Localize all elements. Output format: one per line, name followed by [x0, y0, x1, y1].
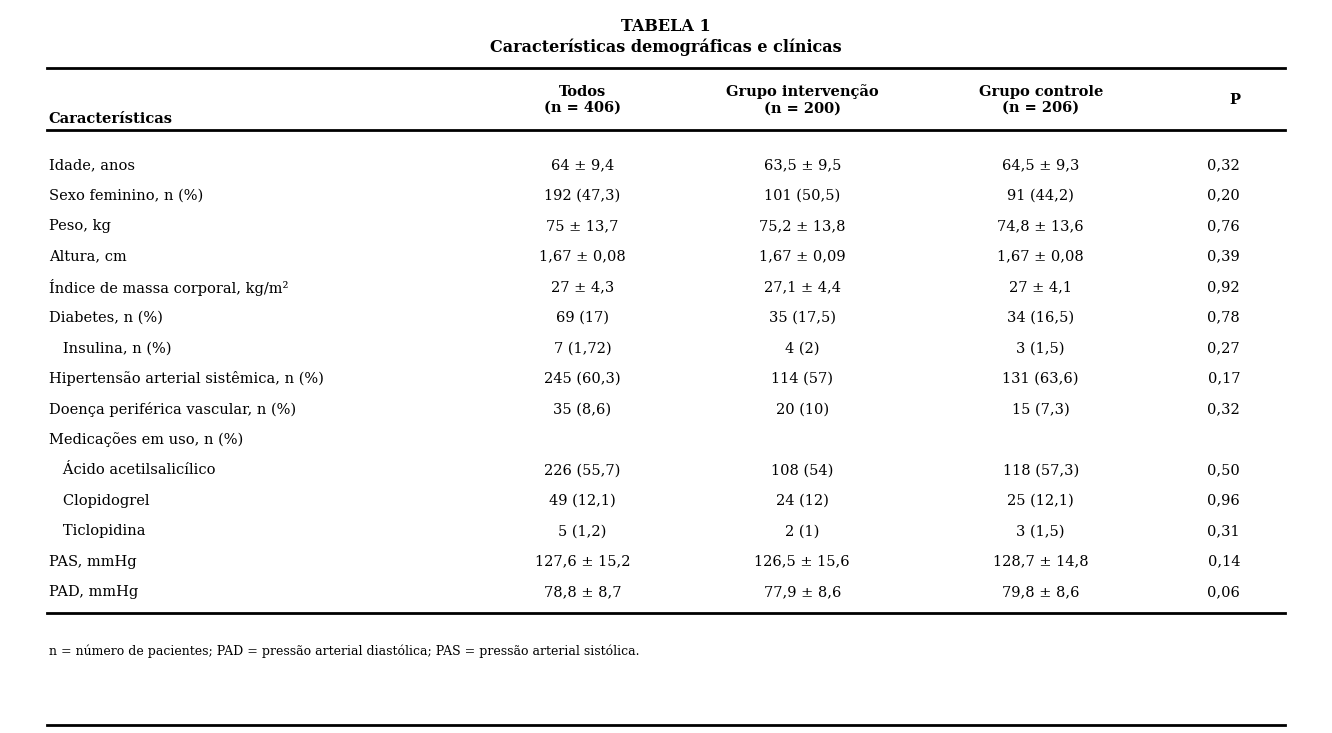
- Text: 27 ± 4,3: 27 ± 4,3: [550, 280, 614, 294]
- Text: 226 (55,7): 226 (55,7): [545, 463, 621, 477]
- Text: Peso, kg: Peso, kg: [49, 219, 111, 233]
- Text: Doença periférica vascular, n (%): Doença periférica vascular, n (%): [49, 402, 296, 417]
- Text: P: P: [1229, 93, 1240, 107]
- Text: 7 (1,72): 7 (1,72): [554, 342, 611, 356]
- Text: 1,67 ± 0,08: 1,67 ± 0,08: [998, 250, 1084, 264]
- Text: Hipertensão arterial sistêmica, n (%): Hipertensão arterial sistêmica, n (%): [49, 371, 324, 386]
- Text: 77,9 ± 8,6: 77,9 ± 8,6: [763, 585, 840, 600]
- Text: 114 (57): 114 (57): [771, 372, 834, 386]
- Text: 2 (1): 2 (1): [785, 524, 819, 538]
- Text: Clopidogrel: Clopidogrel: [49, 494, 149, 508]
- Text: 0,20: 0,20: [1207, 189, 1240, 203]
- Text: 5 (1,2): 5 (1,2): [558, 524, 606, 538]
- Text: 3 (1,5): 3 (1,5): [1016, 524, 1066, 538]
- Text: Índice de massa corporal, kg/m²: Índice de massa corporal, kg/m²: [49, 279, 288, 295]
- Text: 108 (54): 108 (54): [771, 463, 834, 477]
- Text: 0,78: 0,78: [1207, 311, 1240, 325]
- Text: Ácido acetilsalicílico: Ácido acetilsalicílico: [49, 463, 216, 477]
- Text: 1,67 ± 0,08: 1,67 ± 0,08: [539, 250, 626, 264]
- Text: 0,14: 0,14: [1208, 555, 1240, 569]
- Text: 0,50: 0,50: [1207, 463, 1240, 477]
- Text: 0,06: 0,06: [1207, 585, 1240, 600]
- Text: 0,17: 0,17: [1208, 372, 1240, 386]
- Text: n = número de pacientes; PAD = pressão arterial diastólica; PAS = pressão arteri: n = número de pacientes; PAD = pressão a…: [49, 645, 639, 658]
- Text: 0,31: 0,31: [1207, 524, 1240, 538]
- Text: Sexo feminino, n (%): Sexo feminino, n (%): [49, 189, 202, 203]
- Text: 63,5 ± 9,5: 63,5 ± 9,5: [763, 158, 840, 172]
- Text: 20 (10): 20 (10): [775, 402, 829, 416]
- Text: 127,6 ± 15,2: 127,6 ± 15,2: [534, 555, 630, 569]
- Text: 0,32: 0,32: [1207, 158, 1240, 172]
- Text: Todos
(n = 406): Todos (n = 406): [543, 85, 621, 115]
- Text: 27 ± 4,1: 27 ± 4,1: [1010, 280, 1072, 294]
- Text: Insulina, n (%): Insulina, n (%): [49, 342, 170, 356]
- Text: 27,1 ± 4,4: 27,1 ± 4,4: [763, 280, 840, 294]
- Text: Grupo controle
(n = 206): Grupo controle (n = 206): [979, 85, 1103, 115]
- Text: 69 (17): 69 (17): [555, 311, 609, 325]
- Text: 118 (57,3): 118 (57,3): [1003, 463, 1079, 477]
- Text: 245 (60,3): 245 (60,3): [543, 372, 621, 386]
- Text: 35 (17,5): 35 (17,5): [769, 311, 835, 325]
- Text: Medicações em uso, n (%): Medicações em uso, n (%): [49, 432, 242, 447]
- Text: 75,2 ± 13,8: 75,2 ± 13,8: [759, 219, 846, 233]
- Text: 0,32: 0,32: [1207, 402, 1240, 416]
- Text: Características demográficas e clínicas: Características demográficas e clínicas: [490, 38, 842, 56]
- Text: PAS, mmHg: PAS, mmHg: [49, 555, 136, 569]
- Text: 1,67 ± 0,09: 1,67 ± 0,09: [759, 250, 846, 264]
- Text: 4 (2): 4 (2): [785, 342, 819, 356]
- Text: 126,5 ± 15,6: 126,5 ± 15,6: [754, 555, 850, 569]
- Text: 128,7 ± 14,8: 128,7 ± 14,8: [992, 555, 1088, 569]
- Text: Diabetes, n (%): Diabetes, n (%): [49, 311, 163, 325]
- Text: 0,27: 0,27: [1207, 342, 1240, 356]
- Text: 0,92: 0,92: [1207, 280, 1240, 294]
- Text: TABELA 1: TABELA 1: [621, 18, 711, 35]
- Text: 91 (44,2): 91 (44,2): [1007, 189, 1074, 203]
- Text: 78,8 ± 8,7: 78,8 ± 8,7: [543, 585, 621, 600]
- Text: Grupo intervenção
(n = 200): Grupo intervenção (n = 200): [726, 84, 879, 116]
- Text: PAD, mmHg: PAD, mmHg: [49, 585, 139, 600]
- Text: 24 (12): 24 (12): [775, 494, 829, 508]
- Text: 0,76: 0,76: [1207, 219, 1240, 233]
- Text: Idade, anos: Idade, anos: [49, 158, 135, 172]
- Text: 3 (1,5): 3 (1,5): [1016, 342, 1066, 356]
- Text: Ticlopidina: Ticlopidina: [49, 524, 145, 538]
- Text: 79,8 ± 8,6: 79,8 ± 8,6: [1002, 585, 1079, 600]
- Text: 64 ± 9,4: 64 ± 9,4: [550, 158, 614, 172]
- Text: Altura, cm: Altura, cm: [49, 250, 127, 264]
- Text: 192 (47,3): 192 (47,3): [545, 189, 621, 203]
- Text: 74,8 ± 13,6: 74,8 ± 13,6: [998, 219, 1084, 233]
- Text: 0,96: 0,96: [1207, 494, 1240, 508]
- Text: Características: Características: [49, 112, 173, 126]
- Text: 49 (12,1): 49 (12,1): [549, 494, 615, 508]
- Text: 75 ± 13,7: 75 ± 13,7: [546, 219, 618, 233]
- Text: 64,5 ± 9,3: 64,5 ± 9,3: [1002, 158, 1079, 172]
- Text: 34 (16,5): 34 (16,5): [1007, 311, 1075, 325]
- Text: 131 (63,6): 131 (63,6): [1003, 372, 1079, 386]
- Text: 101 (50,5): 101 (50,5): [765, 189, 840, 203]
- Text: 0,39: 0,39: [1207, 250, 1240, 264]
- Text: 35 (8,6): 35 (8,6): [553, 402, 611, 416]
- Text: 25 (12,1): 25 (12,1): [1007, 494, 1074, 508]
- Text: 15 (7,3): 15 (7,3): [1012, 402, 1070, 416]
